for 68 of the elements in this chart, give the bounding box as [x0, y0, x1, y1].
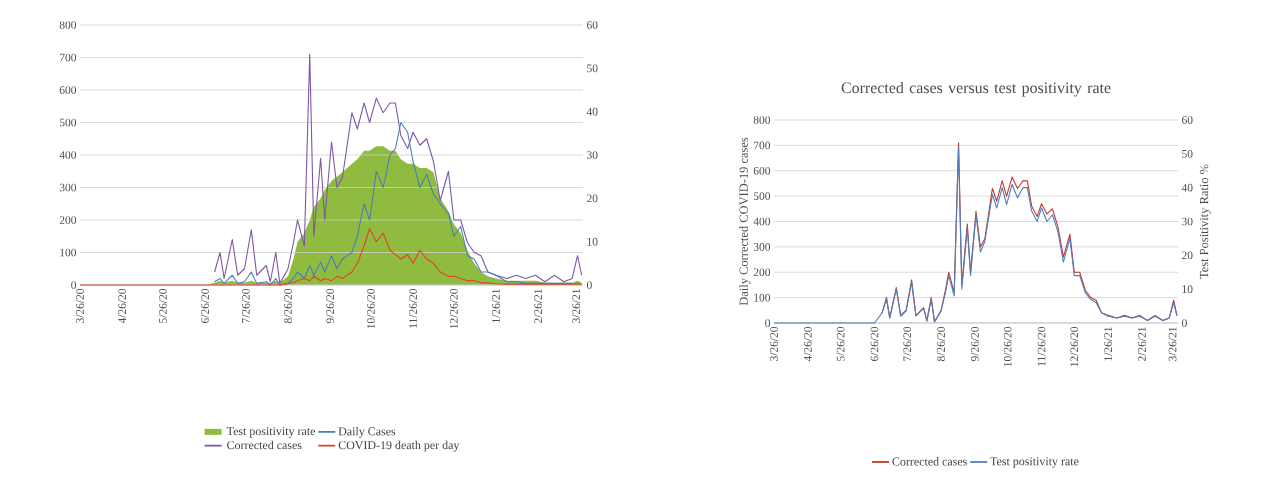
y2-tick-label: 30: [1182, 217, 1193, 226]
y-tick-label: 100: [754, 293, 771, 302]
x-tick-label: 10/26/20: [1003, 326, 1012, 367]
line-series: [214, 53, 583, 284]
legend-label: Test positivity rate: [226, 427, 316, 438]
y-tick-label: 800: [753, 116, 771, 124]
x-tick-label: 5/26/20: [836, 326, 845, 361]
y2-tick-label: 60: [587, 21, 598, 29]
y2-tick-label: 20: [1182, 251, 1193, 260]
x-tick-label: 3/26/21: [572, 289, 581, 323]
x-tick-label: 3/26/20: [770, 326, 778, 361]
y-axis-title: Daily Corrected COVID-19 cases: [739, 137, 751, 306]
x-tick-label: 9/26/20: [971, 326, 979, 362]
y2-tick-label: 0: [586, 281, 592, 289]
y-tick-label: 500: [753, 192, 771, 200]
x-tick-label: 3/26/20: [76, 288, 84, 323]
y-tick-label: 300: [753, 243, 771, 251]
x-tick-label: 8/26/20: [284, 288, 292, 324]
y-tick-label: 100: [60, 248, 77, 257]
x-tick-label: 4/26/20: [804, 326, 812, 362]
x-tick-label: 9/26/20: [326, 288, 335, 324]
x-tick-label: 4/26/20: [118, 288, 127, 324]
x-tick-label: 7/26/20: [242, 288, 250, 323]
y-tick-label: 400: [59, 151, 77, 159]
x-tick-label: 1/26/21: [1104, 327, 1112, 361]
y-tick-label: 0: [71, 281, 77, 289]
y-tick-label: 300: [59, 183, 77, 192]
x-tick-label: 11/26/20: [409, 288, 417, 328]
y2-tick-label: 10: [1182, 285, 1193, 294]
y2-tick-label: 40: [586, 107, 598, 116]
legend-label: Daily Cases: [338, 426, 396, 438]
y-tick-label: 500: [59, 118, 77, 127]
y-tick-label: 600: [59, 86, 77, 94]
y2-axis-title: Test Positivity Ratio %: [1199, 164, 1211, 279]
y-tick-label: 0: [765, 319, 771, 327]
x-tick-label: 7/26/20: [903, 326, 912, 361]
x-tick-label: 6/26/20: [201, 288, 209, 324]
y2-tick-label: 20: [587, 194, 598, 203]
y-tick-label: 200: [753, 268, 771, 277]
x-tick-label: 5/26/20: [159, 288, 167, 323]
legend-label: COVID-19 death per day: [338, 440, 460, 452]
legend-label: Corrected cases: [227, 440, 302, 450]
x-tick-label: 10/26/20: [367, 288, 375, 329]
y2-tick-label: 50: [587, 64, 598, 73]
y2-tick-label: 60: [1182, 116, 1193, 124]
y-tick-label: 800: [59, 21, 77, 29]
legend-label: Corrected cases: [892, 457, 967, 466]
chart-title: Corrected cases versus test positivity rate: [841, 82, 1111, 97]
y-tick-label: 400: [753, 217, 771, 226]
x-tick-label: 12/26/20: [1070, 326, 1079, 367]
x-tick-label: 12/26/20: [450, 288, 458, 329]
x-tick-label: 1/26/21: [492, 289, 500, 323]
legend-label: Test positivity rate: [990, 457, 1079, 468]
y-tick-label: 700: [60, 53, 77, 62]
y2-tick-label: 50: [1182, 149, 1193, 158]
y2-tick-label: 40: [1181, 183, 1193, 192]
y-tick-label: 200: [59, 216, 77, 224]
x-tick-label: 2/26/21: [1138, 327, 1146, 362]
x-tick-label: 3/26/21: [1168, 327, 1177, 361]
x-tick-label: 11/26/20: [1037, 326, 1046, 366]
y2-tick-label: 10: [587, 237, 598, 246]
x-tick-label: 6/26/20: [870, 326, 879, 362]
x-tick-label: 8/26/20: [937, 326, 945, 362]
x-tick-label: 2/26/21: [534, 289, 542, 324]
y2-tick-label: 30: [587, 151, 598, 159]
y2-tick-label: 0: [1181, 319, 1187, 327]
y-tick-label: 600: [753, 166, 771, 175]
y-tick-label: 700: [754, 141, 771, 150]
